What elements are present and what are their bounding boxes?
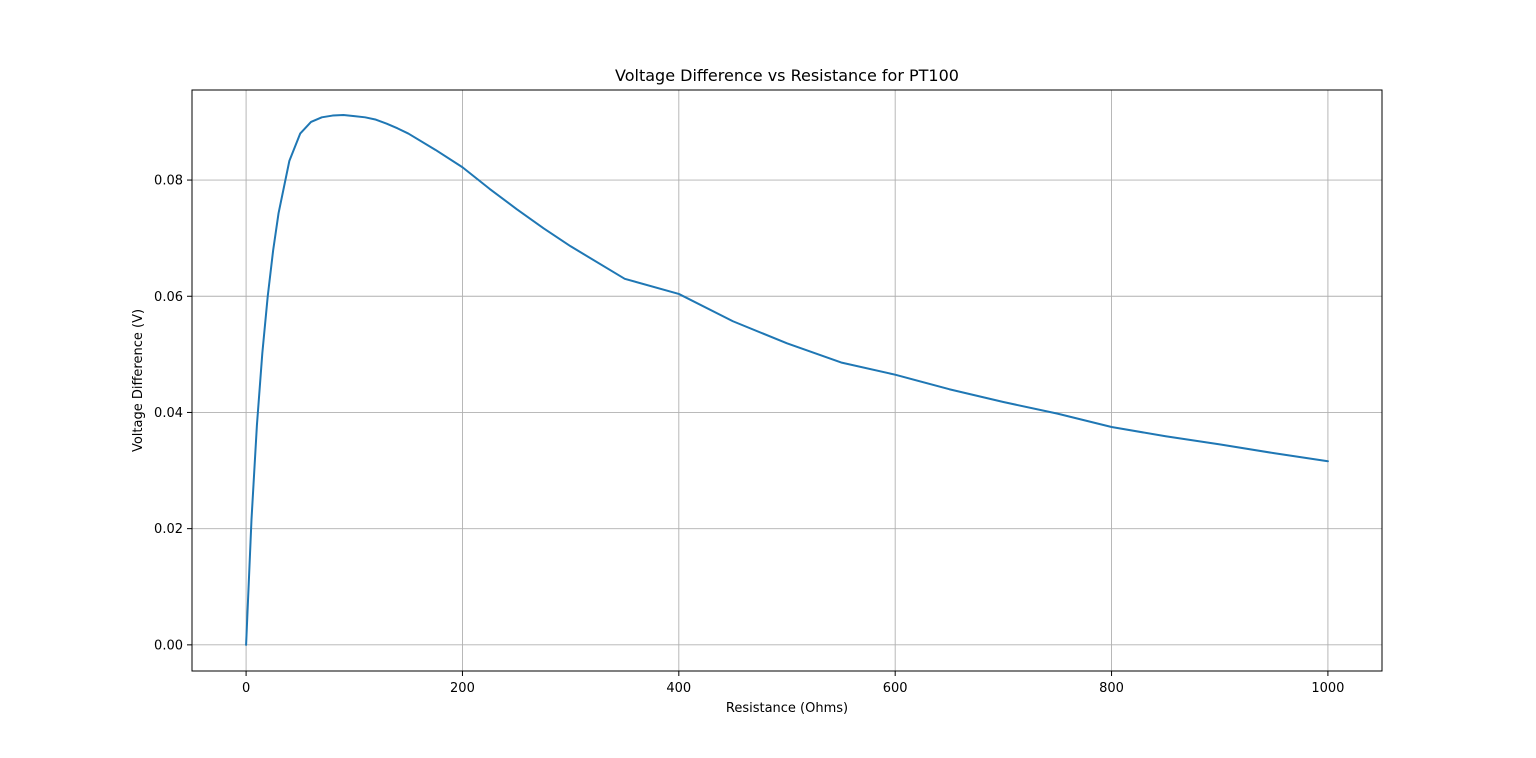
grid bbox=[192, 90, 1382, 671]
chart-title: Voltage Difference vs Resistance for PT1… bbox=[615, 66, 959, 85]
y-tick-label: 0.00 bbox=[154, 638, 183, 653]
x-tick-label: 800 bbox=[1099, 681, 1124, 696]
y-tick-label: 0.08 bbox=[154, 174, 183, 189]
series-layer bbox=[245, 113, 1329, 646]
y-tick-label: 0.04 bbox=[154, 406, 183, 421]
x-tick-label: 0 bbox=[242, 681, 250, 696]
x-tick-label: 600 bbox=[883, 681, 908, 696]
series-line bbox=[245, 113, 1329, 646]
y-tick-label: 0.06 bbox=[154, 290, 183, 305]
plot-frame bbox=[191, 89, 1383, 672]
ticks: 0 200 400 600 800 1000 0.00 0.02 0.04 0.06 0.08 bbox=[154, 174, 1344, 696]
x-tick-label: 1000 bbox=[1311, 681, 1344, 696]
y-tick-label: 0.02 bbox=[154, 522, 183, 537]
x-axis-label: Resistance (Ohms) bbox=[726, 701, 848, 716]
x-tick-label: 200 bbox=[450, 681, 475, 696]
x-tick-label: 400 bbox=[666, 681, 691, 696]
y-axis-label: Voltage Difference (V) bbox=[131, 309, 146, 452]
